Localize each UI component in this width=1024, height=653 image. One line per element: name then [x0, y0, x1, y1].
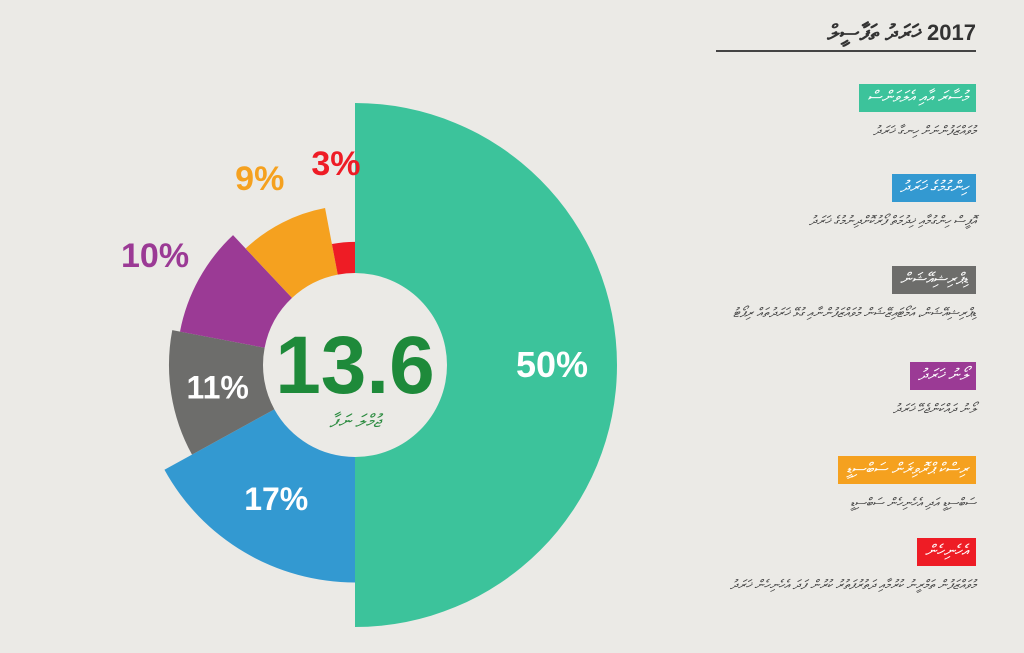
slice-0	[355, 103, 617, 627]
slice-label-5: 3%	[311, 145, 360, 183]
center-label: ޖުމްލަ ނަފާ	[329, 411, 384, 431]
slice-2	[168, 330, 275, 455]
slice-label-0: 50%	[516, 344, 588, 385]
donut-chart: 13.6 ޖުމްލަ ނަފާ 50% 17% 11% 10% 9% 3%	[121, 103, 617, 627]
slice-4	[245, 208, 338, 298]
legend-tag: މުސާރަ އާއި އެލަވަންސް	[859, 84, 976, 112]
slice-3	[179, 235, 293, 348]
legend-description: ލޯނު ދައްކަންޖެހޭ ޚަރަދު	[892, 401, 976, 416]
legend-tag: އެހެނިހެން	[916, 538, 976, 566]
legend-item-0: މުސާރަ އާއި އެލަވަންސް މުވައްޒަފުންނަށް ހ…	[676, 84, 976, 144]
legend-item-4: ރިސްކް ޕްރޮވިޜަން ސަބްސިޑީ ސަބްސިޑީ އަދި …	[676, 456, 976, 516]
legend-item-1: ހިންގުމުގެ ޚަރަދު އޮފީސް ހިންގުމާއި ޚިދުމ…	[676, 174, 976, 234]
legend-description: ޑިޕްރިޝިއޭޝަން، އަމޯޓައިޒޭޝަން މުވައްޒަފ…	[732, 305, 976, 320]
legend-description: މުވައްޒަފުންނަށް ހިނގާ ޚަރަދު	[873, 123, 976, 138]
legend-description: ސަބްސިޑީ އަދި އެހެނިހެން ސަބްސިޑީ	[850, 495, 976, 510]
legend-description: މުވައްޒަފުން ތަމްރީނު ކުރުމާއި ދަތުރުފަތ…	[729, 577, 976, 592]
legend: 2017 ޚަރަދު ތަފާސީލް މުސާރަ އާއި އެލަވަނ…	[656, 20, 976, 592]
slice-label-1: 17%	[244, 481, 308, 517]
slice-1	[164, 409, 355, 583]
center-hole	[265, 275, 445, 455]
legend-description: އޮފީސް ހިންގުމާއި ޚިދުމަތް ފޯރުކޮށްދިނުމ…	[809, 213, 976, 228]
legend-item-2: ޑިޕްރިޝިއޭޝަން ޑިޕްރިޝިއޭޝަން، އަމޯޓައިޒޭ…	[676, 266, 976, 326]
slice-label-2: 11%	[187, 370, 249, 406]
legend-tag: ޑިޕްރިޝިއޭޝަން	[892, 266, 976, 294]
legend-item-3: ލޯނު ޚަރަދު ލޯނު ދައްކަންޖެހޭ ޚަރަދު	[676, 362, 976, 422]
legend-title: 2017 ޚަރަދު ތަފާސީލް	[716, 20, 976, 52]
legend-tag: ލޯނު ޚަރަދު	[909, 362, 976, 390]
slice-labels: 50% 17% 11% 10% 9% 3%	[121, 145, 588, 517]
legend-tag: ހިންގުމުގެ ޚަރަދު	[892, 174, 976, 202]
legend-tag: ރިސްކް ޕްރޮވިޜަން ސަބްސިޑީ	[837, 456, 976, 484]
legend-item-5: އެހެނިހެން މުވައްޒަފުން ތަމްރީނު ކުރުމާއި…	[676, 538, 976, 598]
chart-slices	[164, 103, 617, 627]
slice-label-4: 9%	[235, 160, 284, 198]
center-value: 13.6	[275, 320, 435, 411]
slice-label-3: 10%	[121, 237, 189, 275]
slice-5	[331, 241, 355, 275]
